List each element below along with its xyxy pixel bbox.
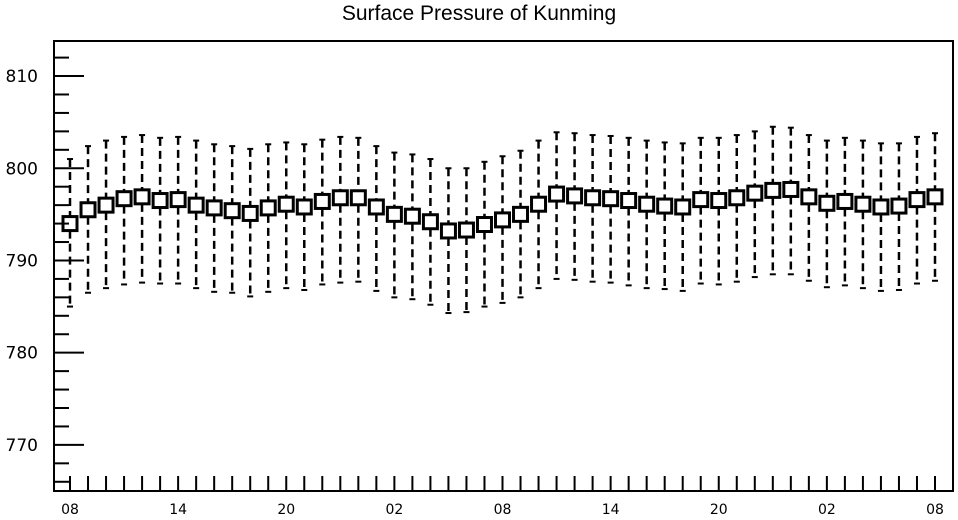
- x-tick-label: 02: [818, 502, 836, 518]
- x-tick-label: 14: [602, 502, 620, 518]
- x-tick-label: 08: [926, 502, 944, 518]
- data-box: [638, 195, 656, 213]
- data-box: [512, 205, 530, 223]
- data-box: [674, 198, 692, 216]
- data-box: [313, 192, 331, 210]
- box-layer: [61, 180, 944, 240]
- data-box: [115, 190, 133, 208]
- data-box: [385, 205, 403, 223]
- data-box: [620, 192, 638, 210]
- x-tick-label: 08: [61, 502, 79, 518]
- y-tick-label: 770: [6, 436, 38, 456]
- data-box: [151, 192, 169, 210]
- data-box: [818, 194, 836, 212]
- data-box: [421, 213, 439, 231]
- data-box: [566, 187, 584, 205]
- y-tick-label: 790: [6, 251, 38, 271]
- data-box: [475, 216, 493, 234]
- data-box: [97, 196, 115, 214]
- x-tick-label: 02: [385, 502, 403, 518]
- chart-title: Surface Pressure of Kunming: [341, 2, 617, 25]
- data-box: [926, 188, 944, 206]
- y-tick-label: 780: [6, 344, 38, 364]
- data-box: [656, 197, 674, 215]
- x-tick-label: 14: [169, 502, 187, 518]
- data-box: [728, 189, 746, 207]
- data-box: [295, 198, 313, 216]
- x-tick-label: 20: [277, 502, 295, 518]
- data-box: [854, 195, 872, 213]
- x-tick-label: 08: [494, 502, 512, 518]
- data-box: [494, 211, 511, 229]
- axes-layer: [53, 40, 954, 492]
- data-box: [800, 188, 818, 206]
- data-box: [872, 198, 890, 216]
- data-box: [331, 189, 349, 207]
- data-box: [403, 207, 421, 225]
- data-box: [349, 189, 367, 207]
- data-box: [530, 195, 548, 213]
- data-box: [241, 204, 259, 222]
- data-box: [836, 192, 854, 210]
- data-box: [764, 181, 782, 199]
- x-tick-label: 20: [710, 502, 728, 518]
- data-box: [169, 191, 187, 209]
- data-box: [746, 184, 764, 202]
- whisker-layer: [67, 125, 938, 315]
- data-box: [890, 197, 908, 215]
- data-box: [187, 196, 205, 214]
- data-box: [692, 191, 710, 209]
- data-box: [367, 198, 385, 216]
- data-box: [277, 195, 295, 213]
- data-box: [548, 185, 566, 203]
- y-tick-label: 810: [6, 67, 38, 87]
- data-box: [223, 202, 241, 220]
- tick-label-layer: 770 780 790 800 810 08 14 20 02 08 14 20 02 08: [6, 67, 944, 518]
- data-box: [133, 188, 151, 206]
- data-box: [602, 190, 620, 208]
- data-box: [79, 201, 97, 219]
- data-box: [584, 189, 602, 207]
- data-box: [710, 192, 728, 210]
- data-box: [457, 221, 475, 239]
- data-box: [259, 199, 277, 217]
- data-box: [782, 180, 800, 198]
- data-box: [205, 199, 223, 217]
- y-tick-label: 800: [6, 159, 38, 179]
- data-box: [439, 222, 457, 240]
- data-box: [908, 191, 926, 209]
